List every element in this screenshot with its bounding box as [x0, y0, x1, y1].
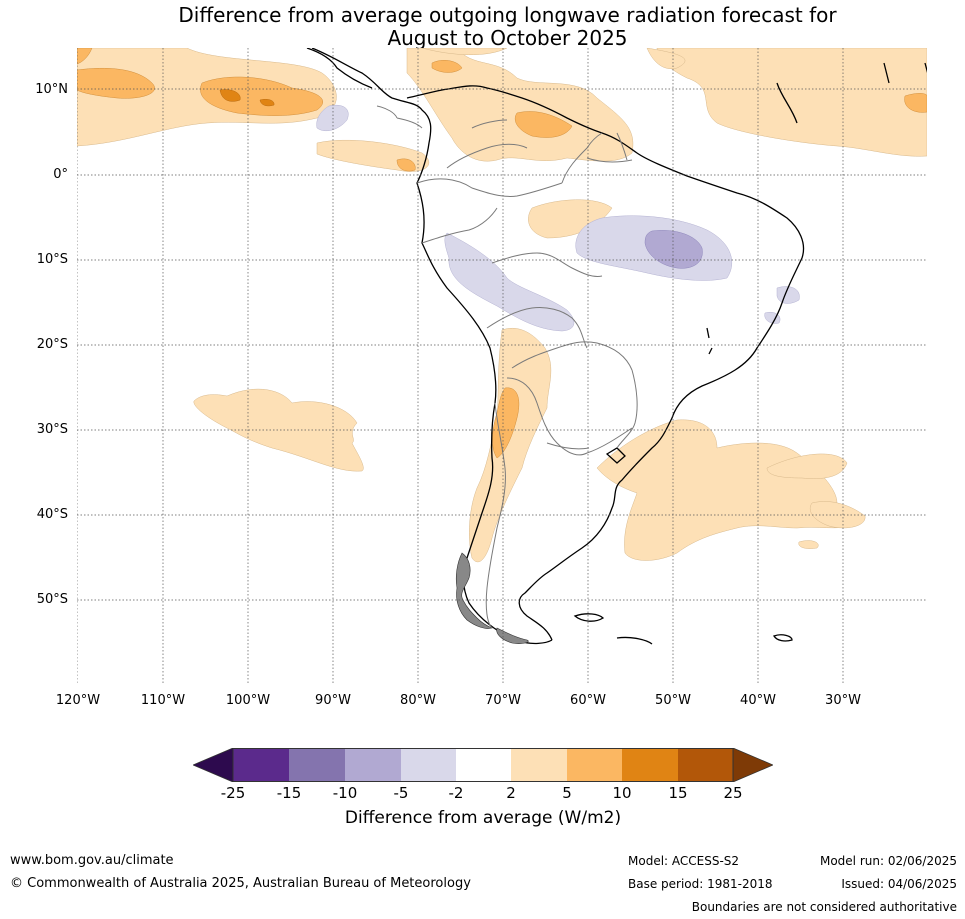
anomaly-positive-light — [77, 48, 927, 563]
map-canvas — [77, 48, 927, 685]
colorbar-tick: -10 — [332, 784, 358, 802]
map-panel — [77, 48, 927, 685]
colorbar-tick: -5 — [393, 784, 409, 802]
lon-label-110w: 110°W — [140, 693, 186, 708]
lat-label-0: 0° — [53, 167, 68, 182]
colorbar-below-min — [193, 748, 234, 782]
colorbar-bin — [511, 748, 567, 782]
colorbar-tick: 15 — [668, 784, 688, 802]
lat-label-10n: 10°N — [35, 82, 68, 97]
footer-model: Model: ACCESS-S2 — [628, 854, 740, 868]
colorbar-bin — [345, 748, 401, 782]
lon-label-60w: 60°W — [570, 693, 606, 708]
lat-label-50s: 50°S — [36, 592, 68, 607]
colorbar-label: Difference from average (W/m2) — [344, 808, 622, 828]
lat-label-10s: 10°S — [36, 252, 68, 267]
lon-label-90w: 90°W — [315, 693, 351, 708]
lon-label-70w: 70°W — [485, 693, 521, 708]
colorbar-tick: 5 — [562, 784, 572, 802]
colorbar-tick: 10 — [612, 784, 632, 802]
footer-issued: Issued: 04/06/2025 — [841, 877, 957, 891]
colorbar-bin — [233, 748, 289, 782]
colorbar-tick: -25 — [220, 784, 246, 802]
footer-model-run: Model run: 02/06/2025 — [819, 854, 957, 868]
lon-label-80w: 80°W — [400, 693, 436, 708]
colorbar-bin — [456, 748, 511, 782]
footer-copyright: © Commonwealth of Australia 2025, Austra… — [10, 876, 471, 891]
lon-label-50w: 50°W — [655, 693, 691, 708]
colorbar — [193, 748, 773, 782]
colorbar-tick: 2 — [506, 784, 516, 802]
footer-disclaimer: Boundaries are not considered authoritat… — [691, 900, 957, 914]
map-title-line2: August to October 2025 — [387, 26, 628, 50]
anomaly-positive-strong — [219, 89, 275, 107]
graticule — [77, 48, 927, 685]
footer-base-period: Base period: 1981-2018 — [628, 877, 773, 891]
colorbar-outline — [232, 748, 734, 782]
colorbar-bin — [567, 748, 622, 782]
lon-label-40w: 40°W — [740, 693, 776, 708]
anomaly-positive-mid — [77, 48, 927, 459]
map-title-line1: Difference from average outgoing longwav… — [178, 3, 837, 27]
country-borders — [376, 105, 638, 629]
anomaly-negative-mid — [644, 230, 703, 269]
colorbar-tick: -15 — [276, 784, 302, 802]
lat-label-20s: 20°S — [36, 337, 68, 352]
colorbar-bin — [289, 748, 345, 782]
colorbar-tick: 25 — [723, 784, 743, 802]
lon-label-30w: 30°W — [825, 693, 861, 708]
colorbar-tick: -2 — [448, 784, 464, 802]
map-title: Difference from average outgoing longwav… — [0, 4, 965, 50]
fjords — [455, 552, 529, 644]
colorbar-bin — [401, 748, 456, 782]
footer-website: www.bom.gov.au/climate — [10, 853, 174, 868]
lon-label-100w: 100°W — [225, 693, 271, 708]
lat-label-40s: 40°S — [36, 507, 68, 522]
lon-label-120w: 120°W — [55, 693, 101, 708]
lat-label-30s: 30°S — [36, 422, 68, 437]
colorbar-bin — [622, 748, 678, 782]
colorbar-above-max — [732, 748, 773, 782]
colorbar-bin — [678, 748, 733, 782]
